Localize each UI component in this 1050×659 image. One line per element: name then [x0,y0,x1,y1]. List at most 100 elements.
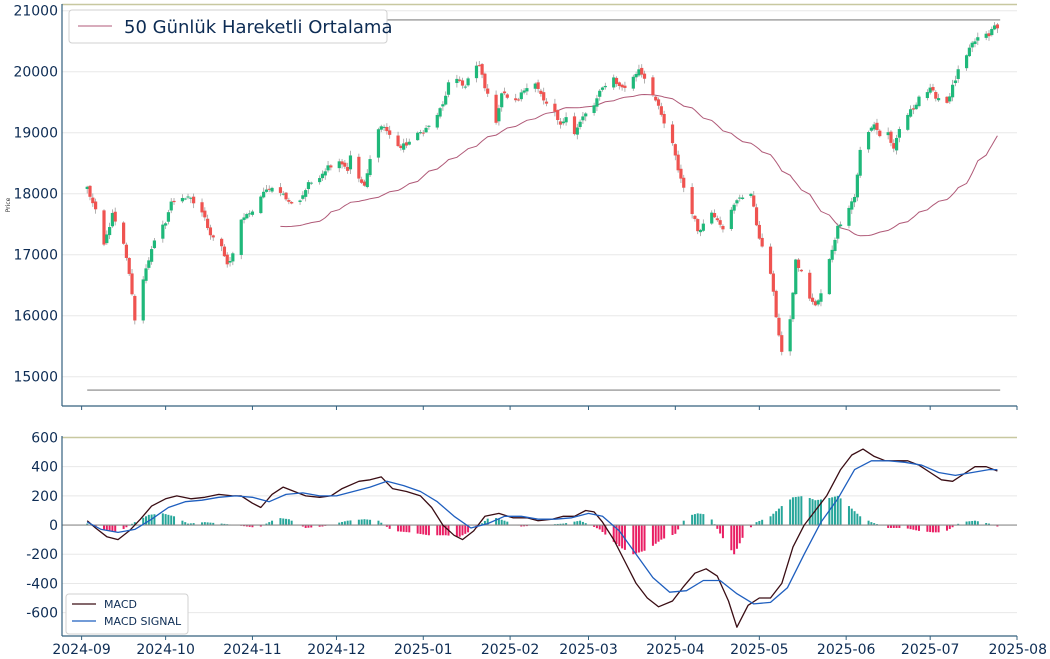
macd-histogram-bar [366,519,369,526]
x-tick-label: 2025-08 [989,642,1048,658]
macd-histogram-bar [867,520,870,526]
candlestick [382,124,386,132]
candle-body [435,114,439,128]
candlestick [304,188,308,202]
candlestick [928,83,932,95]
candle-body [192,196,196,204]
candle-body [396,135,400,147]
candle-body [290,202,294,204]
candle-body [340,161,344,165]
macd-histogram-bar [677,525,680,530]
macd-histogram-bar [733,525,736,555]
macd-histogram-bar [439,525,442,536]
macd-histogram-bar [640,525,643,552]
macd-histogram-bar [559,523,562,526]
candlestick [446,79,451,98]
candlestick [124,242,129,261]
candle-body [718,220,722,225]
candlestick [407,138,411,146]
candle-body [458,79,462,81]
candlestick [200,198,204,217]
candle-body [164,223,168,226]
candlestick [127,257,131,276]
candlestick [514,93,518,103]
candlestick [990,26,994,37]
macd-histogram-bar [850,508,853,526]
candlestick [544,98,549,107]
candle-body [130,273,134,295]
candle-body [245,214,249,219]
candle-body [180,197,185,202]
macd-histogram-bar [775,511,778,526]
candlestick [147,257,151,270]
candlestick [150,245,154,265]
candlestick [542,87,546,105]
macd-histogram-bar [831,497,834,526]
macd-histogram-bar [758,520,761,526]
candle-body [169,201,173,211]
candlestick [796,258,801,272]
candle-body [477,65,481,67]
candlestick [357,153,361,183]
candle-body [701,223,705,231]
macd-histogram-bar [892,525,895,528]
macd-histogram-bar [562,523,565,526]
macd-histogram-bar [287,519,290,526]
candlestick [348,150,353,175]
candle-body [889,131,893,143]
candle-body [836,225,840,239]
candle-body [693,215,697,220]
macd-histogram-bar [506,521,509,526]
candle-body [463,86,467,88]
macd-histogram-bar [755,522,758,526]
candlestick [404,138,409,149]
candle-body [278,187,283,193]
candlestick [556,109,560,125]
candle-body [404,142,409,146]
macd-histogram-bar [909,525,912,530]
candlestick [152,238,157,249]
macd-histogram-bar [251,525,254,528]
candle-body [928,87,932,93]
candlestick [141,276,145,324]
macd-histogram-bar [674,525,677,534]
candle-body [301,195,305,199]
candlestick [262,187,266,199]
macd-histogram-bar [985,523,988,526]
macd-histogram-bar [220,523,223,526]
candle-body [222,246,227,257]
macd-histogram-bar [427,525,430,536]
candlestick [290,201,294,205]
candle-body [894,137,899,151]
candle-body [533,83,537,89]
candlestick [561,118,565,126]
candlestick [250,209,255,217]
candlestick [222,244,227,258]
candle-body [220,238,224,247]
macd-histogram-bar [285,518,288,526]
macd-histogram-bar [772,513,775,526]
macd-histogram-bar [268,522,271,526]
signal-legend-label: MACD SIGNAL [104,615,182,628]
candlestick [505,93,509,100]
candlestick [102,209,106,247]
candlestick [771,270,775,296]
macd-histogram-bar [279,518,282,526]
macd-histogram-bar [363,519,366,526]
candle-body [760,237,764,247]
candle-body [914,104,918,110]
macd-signal-line [86,460,998,605]
macd-histogram-bar [416,525,419,534]
macd-histogram-bar [937,525,940,533]
macd-legend: MACD MACD SIGNAL [65,593,189,635]
candle-body [777,317,781,336]
candle-body [348,155,353,170]
candle-body [166,212,171,222]
macd-histogram-bar [520,525,523,527]
candlestick [211,234,215,241]
candle-body [424,127,428,133]
candlestick [225,252,229,268]
x-tick-label: 2025-06 [817,642,876,658]
candle-body [906,114,910,130]
candlestick [819,289,823,307]
